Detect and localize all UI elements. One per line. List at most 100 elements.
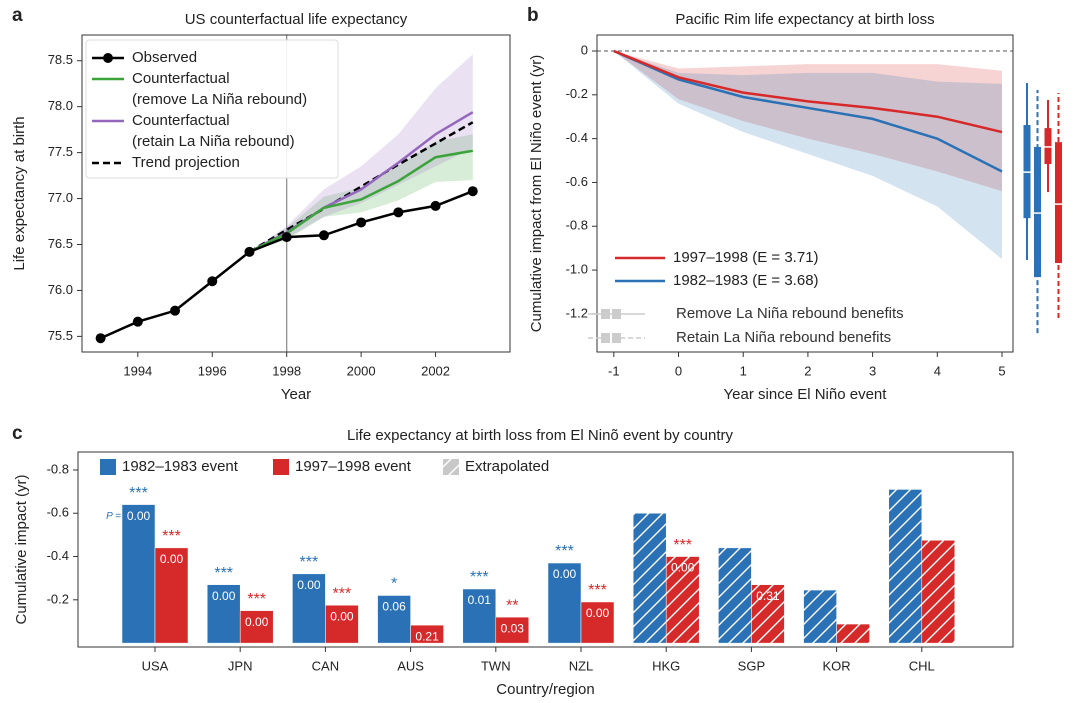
x-tick-label: HKG	[652, 658, 680, 673]
bar	[803, 589, 837, 644]
panel-label: b	[527, 5, 539, 26]
significance-stars: **	[506, 597, 518, 614]
legend-marker	[103, 53, 113, 63]
x-tick-label: 1998	[272, 363, 301, 378]
y-tick-label: -0.6	[566, 174, 588, 189]
x-tick-label: SGP	[738, 658, 765, 673]
plot-frame	[81, 34, 511, 353]
bar	[580, 601, 615, 644]
bar	[665, 556, 700, 644]
panel-label: c	[12, 423, 23, 444]
significance-stars: ***	[162, 528, 181, 545]
data-point	[356, 217, 367, 228]
x-tick-label: CAN	[312, 658, 339, 673]
x-tick-label: 2002	[421, 363, 450, 378]
bar	[377, 595, 411, 644]
confidence-band	[249, 134, 473, 252]
p-annotation: P =	[106, 511, 121, 522]
legend-swatch	[601, 309, 610, 319]
legend-label: 1982–1983 (E = 3.68)	[673, 272, 819, 289]
p-value-label: 0.00	[127, 509, 151, 523]
y-tick-label: -0.8	[566, 218, 588, 233]
x-tick-label: 0	[675, 363, 682, 378]
bar	[888, 489, 923, 644]
bar	[495, 616, 530, 644]
box	[1044, 128, 1052, 165]
chart-title: US counterfactual life expectancy	[185, 11, 408, 28]
data-point	[244, 246, 255, 257]
significance-stars: ***	[129, 485, 148, 502]
legend-label: Counterfactual (retain La Niña rebound)	[132, 112, 295, 150]
legend-swatch	[601, 333, 610, 343]
significance-stars: *	[391, 576, 397, 593]
box	[1034, 146, 1041, 278]
p-value-label: 0.00	[671, 561, 695, 575]
y-tick-label: -1.2	[566, 305, 588, 320]
legend-label: 1997–1998 event	[295, 458, 411, 475]
panel-label: a	[12, 5, 23, 26]
legend-label: Trend projection	[132, 154, 240, 171]
x-tick-label: CHL	[909, 658, 935, 673]
bar	[121, 504, 156, 644]
x-tick-label: TWN	[481, 658, 511, 673]
p-value-label: 0.00	[160, 552, 184, 566]
y-tick-label: 75.5	[48, 328, 73, 343]
significance-stars: ***	[333, 585, 352, 602]
legend-label: 1982–1983 event	[122, 458, 238, 475]
bar	[239, 610, 274, 644]
x-tick-label: USA	[142, 658, 169, 673]
data-point	[281, 232, 292, 243]
y-axis-label: Cumulative impact (yr)	[13, 474, 30, 624]
bar	[751, 584, 785, 644]
legend-label: Retain La Niña rebound benefits	[676, 329, 892, 346]
y-tick-label: 76.5	[48, 236, 73, 251]
bar	[410, 624, 444, 644]
y-tick-label: -0.8	[47, 461, 69, 476]
significance-stars: ***	[588, 582, 607, 599]
plot-frame	[596, 34, 1014, 353]
chart-title: Pacific Rim life expectancy at birth los…	[675, 11, 934, 28]
data-point	[95, 333, 106, 344]
p-value-label: 0.21	[415, 629, 439, 643]
legend-label: 1997–1998 (E = 3.71)	[673, 249, 819, 266]
legend-frame	[85, 39, 339, 179]
y-tick-label: -1.0	[566, 262, 588, 277]
x-tick-label: 3	[869, 363, 876, 378]
series-line	[248, 121, 474, 253]
legend-swatch	[100, 459, 116, 475]
p-value-label: 0.00	[330, 609, 354, 623]
bar	[836, 623, 870, 644]
data-point	[393, 207, 404, 218]
y-tick-label: 0	[581, 42, 588, 57]
bar	[154, 547, 189, 644]
significance-stars: ***	[300, 554, 319, 571]
bar	[547, 562, 582, 644]
data-point	[170, 305, 181, 316]
significance-stars: ***	[214, 565, 233, 582]
significance-stars: ***	[470, 569, 489, 586]
chart-title: Life expectancy at birth loss from El Ni…	[347, 427, 734, 444]
y-tick-label: 76.0	[48, 282, 73, 297]
y-tick-label: 77.5	[48, 144, 73, 159]
data-point	[318, 230, 329, 241]
box	[1055, 142, 1062, 264]
y-tick-label: 78.5	[48, 52, 73, 67]
confidence-band	[249, 54, 473, 252]
x-axis-label: Country/region	[496, 681, 594, 698]
y-tick-label: -0.6	[47, 505, 69, 520]
p-value-label: 0.06	[382, 600, 406, 614]
x-tick-label: NZL	[569, 658, 594, 673]
confidence-band	[613, 50, 1003, 260]
plot-frame	[77, 451, 1014, 648]
x-tick-label: 4	[934, 363, 941, 378]
p-value-label: 0.01	[468, 593, 492, 607]
legend-swatch	[273, 459, 289, 475]
bar	[462, 588, 497, 644]
y-tick-label: -0.4	[566, 130, 588, 145]
legend-label: Extrapolated	[465, 458, 550, 475]
p-value-label: 0.00	[553, 567, 577, 581]
legend-swatch	[612, 309, 621, 319]
p-value-label: 0.00	[245, 615, 269, 629]
legend-swatch	[443, 459, 459, 475]
